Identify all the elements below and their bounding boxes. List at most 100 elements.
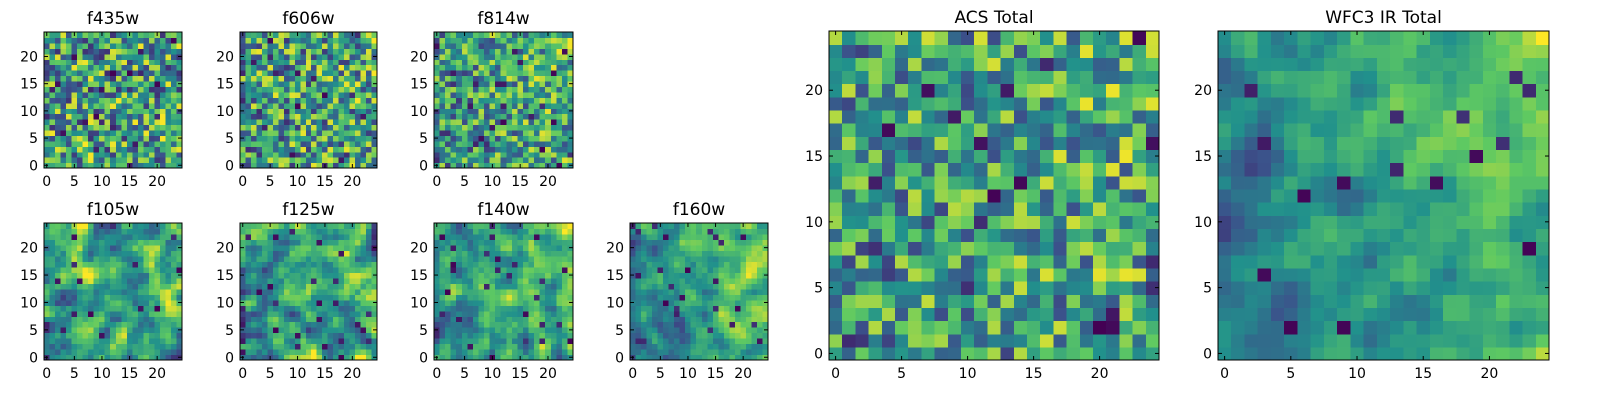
heatmap-cell xyxy=(115,59,122,66)
heatmap-cell xyxy=(561,294,569,301)
heatmap-cell xyxy=(316,48,323,55)
y-tick-label: 5 xyxy=(615,323,624,339)
heatmap-cell xyxy=(355,294,362,301)
heatmap-cell xyxy=(450,321,457,328)
heatmap-cell xyxy=(261,244,268,251)
heatmap-cell xyxy=(278,97,285,104)
heatmap-cell xyxy=(110,157,117,164)
heatmap-cell xyxy=(132,32,139,39)
heatmap-cell xyxy=(652,332,659,339)
heatmap-cell xyxy=(445,244,452,251)
heatmap-cell xyxy=(506,305,513,312)
heatmap-cell xyxy=(489,108,496,115)
heatmap-cell xyxy=(311,75,318,82)
heatmap-cell xyxy=(256,310,263,317)
heatmap-cell xyxy=(762,261,769,268)
heatmap-cell xyxy=(126,42,133,49)
heatmap-cell xyxy=(170,294,178,301)
heatmap-cell xyxy=(143,86,150,93)
heatmap-cell xyxy=(657,299,664,306)
heatmap-cell xyxy=(278,135,285,142)
heatmap-cell xyxy=(545,42,552,49)
heatmap-cell xyxy=(556,48,563,55)
heatmap-cell xyxy=(261,305,268,312)
heatmap-cell xyxy=(450,354,457,361)
heatmap-cell xyxy=(344,59,351,66)
heatmap-cell xyxy=(696,288,703,295)
heatmap-cell xyxy=(176,305,183,312)
heatmap-cell xyxy=(261,261,268,268)
heatmap-cell xyxy=(567,37,574,44)
heatmap-cell xyxy=(283,283,290,290)
heatmap-cell xyxy=(522,32,530,39)
heatmap-cell xyxy=(934,254,949,269)
heatmap-cell xyxy=(137,108,144,115)
heatmap-cell xyxy=(881,215,896,229)
heatmap-cell xyxy=(561,80,569,87)
heatmap-cell xyxy=(450,294,457,301)
heatmap-cell xyxy=(718,239,725,246)
heatmap-cell xyxy=(495,255,502,262)
heatmap-cell xyxy=(245,327,252,334)
heatmap-cell xyxy=(1013,307,1028,322)
heatmap-cell xyxy=(434,343,441,350)
heatmap-cell xyxy=(289,102,296,109)
heatmap-cell xyxy=(311,42,318,49)
heatmap-cell xyxy=(506,354,513,361)
heatmap-cell xyxy=(881,228,896,243)
heatmap-cell xyxy=(333,327,340,334)
heatmap-cell xyxy=(456,343,463,350)
heatmap-cell xyxy=(154,321,161,328)
heatmap-cell xyxy=(545,327,552,334)
heatmap-cell xyxy=(355,354,362,361)
heatmap-cell xyxy=(445,59,452,66)
heatmap-cell xyxy=(99,233,106,241)
heatmap-cell xyxy=(567,223,574,230)
heatmap-cell xyxy=(829,281,843,295)
heatmap-cell xyxy=(261,162,268,169)
heatmap-cell xyxy=(349,157,356,164)
heatmap-cell xyxy=(517,250,524,257)
heatmap-cell xyxy=(556,316,563,323)
heatmap-cell xyxy=(71,272,78,279)
heatmap-cell xyxy=(495,124,502,131)
heatmap-cell xyxy=(170,316,178,323)
heatmap-cell xyxy=(829,188,843,203)
heatmap-cell xyxy=(371,305,378,312)
heatmap-cell xyxy=(49,223,56,230)
heatmap-cell xyxy=(240,305,247,312)
heatmap-cell xyxy=(371,140,378,147)
heatmap-cell xyxy=(159,250,167,257)
heatmap-cell xyxy=(137,305,144,312)
heatmap-cell xyxy=(245,244,252,251)
heatmap-cell xyxy=(881,294,896,308)
heatmap-cell xyxy=(360,42,367,49)
heatmap-cell xyxy=(439,135,446,142)
heatmap-cell xyxy=(338,48,345,55)
heatmap-cell xyxy=(371,294,378,301)
heatmap-cell xyxy=(734,338,741,345)
heatmap-cell xyxy=(60,223,67,230)
heatmap-cell xyxy=(679,239,686,246)
heatmap-cell xyxy=(652,233,659,241)
heatmap-cell xyxy=(630,233,637,241)
heatmap-cell xyxy=(294,42,301,49)
heatmap-cell xyxy=(668,327,675,334)
heatmap-cell xyxy=(500,343,507,350)
heatmap-cell xyxy=(461,327,468,334)
heatmap-cell xyxy=(855,254,870,269)
heatmap-cell xyxy=(539,113,546,120)
heatmap-cell xyxy=(305,354,312,361)
heatmap-cell xyxy=(154,299,161,306)
heatmap-cell xyxy=(126,48,133,55)
heatmap-cell xyxy=(300,140,307,147)
heatmap-cell xyxy=(60,310,67,317)
heatmap-cell xyxy=(472,80,480,87)
heatmap-cell xyxy=(256,266,263,273)
heatmap-cell xyxy=(366,42,373,49)
heatmap-cell xyxy=(756,266,764,273)
heatmap-cell xyxy=(1053,333,1068,348)
heatmap-cell xyxy=(88,233,95,241)
heatmap-cell xyxy=(745,316,753,323)
heatmap-cell xyxy=(49,338,56,345)
